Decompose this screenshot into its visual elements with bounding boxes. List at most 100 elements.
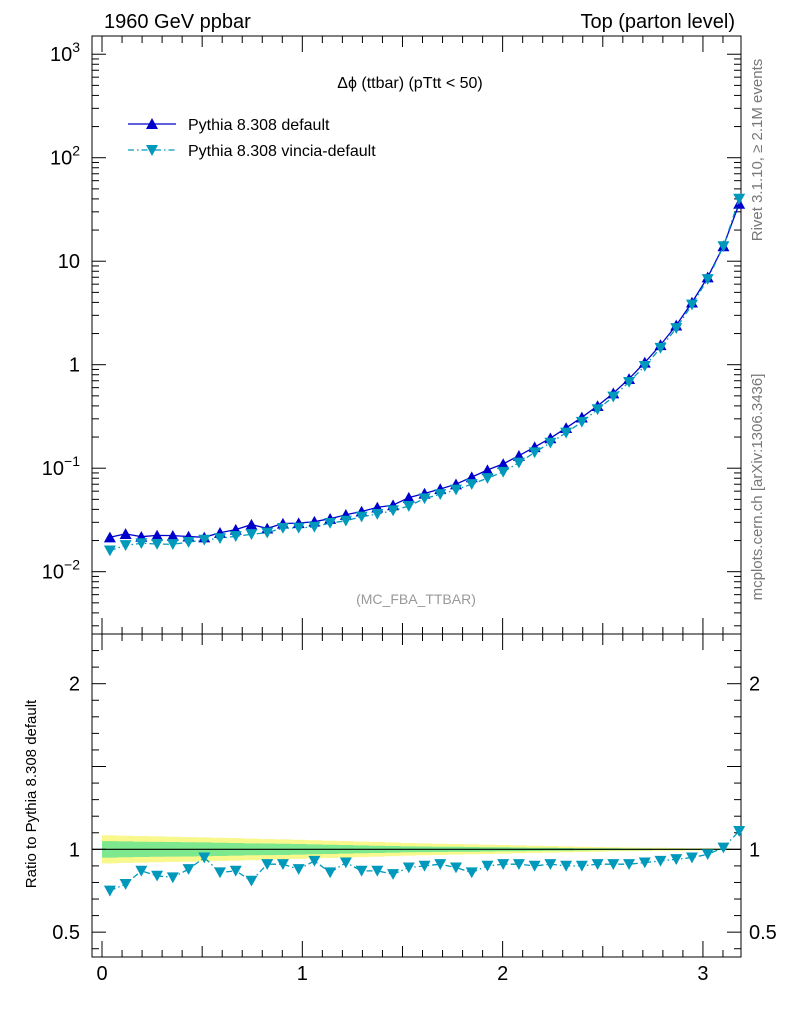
- ratio-point: [623, 859, 636, 870]
- series-point-1: [151, 538, 164, 550]
- series-point-1: [701, 274, 714, 285]
- series-point-1: [198, 534, 211, 546]
- ratio-point: [198, 852, 211, 864]
- series-point-1: [575, 416, 588, 428]
- series-point-1: [623, 376, 636, 388]
- main-ytick-label: 10: [58, 251, 80, 273]
- series-point-1: [245, 529, 258, 540]
- series-point-1: [685, 299, 698, 311]
- ratio-point: [418, 860, 431, 872]
- series-point-1: [670, 323, 683, 334]
- series-point-1: [607, 391, 620, 403]
- series-point-1: [387, 505, 400, 517]
- series-point-1: [481, 473, 494, 484]
- ratio-point: [544, 859, 557, 870]
- ratio-point: [512, 859, 525, 870]
- ratio-point: [607, 859, 620, 870]
- ratio-point: [261, 859, 274, 870]
- ratio-point: [308, 855, 321, 867]
- series-point-1: [638, 360, 651, 372]
- main-ytick-label: 103: [50, 39, 80, 66]
- series-point-1: [276, 522, 289, 534]
- series-point-1: [497, 466, 510, 478]
- ratio-point: [497, 859, 510, 870]
- series-point-0: [119, 528, 132, 539]
- series-point-1: [528, 447, 541, 459]
- main-ytick-label: 1: [69, 355, 80, 377]
- series-point-0: [151, 529, 164, 541]
- series-point-1: [733, 193, 746, 205]
- ratio-point: [685, 852, 698, 864]
- ratio-point: [292, 864, 305, 875]
- main-ytick-label: 102: [50, 143, 80, 170]
- legend: Pythia 8.308 default Pythia 8.308 vincia…: [128, 117, 376, 160]
- ratio-point: [135, 865, 148, 877]
- process-label: Top (parton level): [580, 11, 735, 33]
- ratio-point: [701, 849, 714, 861]
- chart-title: Δϕ (ttbar) (pTtt < 50): [337, 75, 482, 92]
- ratio-point: [733, 826, 746, 837]
- series-point-1: [135, 538, 148, 550]
- ratio-point: [528, 860, 541, 872]
- series-point-1: [591, 404, 604, 416]
- series-point-1: [449, 484, 462, 496]
- series-point-1: [182, 537, 195, 548]
- series-point-1: [717, 241, 730, 253]
- series-point-1: [371, 509, 384, 520]
- xtick-label: 0: [96, 963, 107, 985]
- series-point-1: [434, 489, 447, 500]
- series-point-1: [166, 539, 179, 550]
- ratio-point: [670, 854, 683, 865]
- series-point-0: [166, 529, 179, 541]
- main-panel: 10−2 10−1 1 10 102 103: [42, 35, 746, 635]
- ratio-point: [103, 885, 116, 897]
- rivet-label: Rivet 3.1.10, ≥ 2.1M events: [749, 59, 766, 242]
- ratio-point: [371, 865, 384, 877]
- ratio-point: [434, 859, 447, 870]
- ratio-panel: 0.5 0.5 1 1 2 2 0 1 2 3: [52, 618, 777, 985]
- series-point-1: [560, 427, 573, 439]
- ratio-point: [339, 857, 352, 869]
- ratio-point: [638, 857, 651, 869]
- ratio-point: [654, 855, 667, 867]
- series-point-1: [308, 521, 321, 533]
- series-point-1: [544, 437, 557, 449]
- series-point-1: [339, 515, 352, 527]
- legend-marker-default: [146, 118, 158, 129]
- series-point-0: [103, 531, 116, 543]
- series-point-0: [402, 491, 415, 503]
- ratio-point: [166, 872, 179, 884]
- ratio-point: [119, 879, 132, 890]
- legend-label-vincia: Pythia 8.308 vincia-default: [188, 143, 376, 160]
- ratio-ylabel: Ratio to Pythia 8.308 default: [23, 699, 40, 888]
- ratio-point: [276, 859, 289, 870]
- series-point-1: [292, 522, 305, 534]
- series-point-0: [497, 458, 510, 470]
- ratio-point: [151, 870, 164, 882]
- main-ytick-label: 10−1: [42, 453, 80, 480]
- xtick-label: 3: [697, 963, 708, 985]
- series-point-0: [481, 464, 494, 476]
- series-point-1: [418, 493, 431, 505]
- ratio-ytick-label: 2: [69, 674, 80, 696]
- ratio-point: [324, 867, 337, 879]
- mcplots-label: mcplots.cern.ch [arXiv:1306.3436]: [749, 374, 766, 601]
- series-point-1: [512, 457, 525, 469]
- series-point-1: [261, 527, 274, 539]
- ratio-point: [229, 865, 242, 877]
- series-point-1: [324, 517, 337, 529]
- ratio-point: [717, 842, 730, 854]
- ratio-point: [182, 864, 195, 875]
- xtick-label: 1: [297, 963, 308, 985]
- series-point-1: [355, 511, 368, 523]
- ratio-point: [560, 860, 573, 872]
- analysis-tag: (MC_FBA_TTBAR): [356, 591, 476, 607]
- ratio-point: [213, 867, 226, 879]
- ratio-ytick-label: 0.5: [52, 922, 80, 944]
- series-point-1: [654, 342, 667, 354]
- ratio-point: [449, 862, 462, 874]
- ratio-point: [575, 860, 588, 872]
- ratio-point: [402, 862, 415, 874]
- series-point-1: [229, 531, 242, 542]
